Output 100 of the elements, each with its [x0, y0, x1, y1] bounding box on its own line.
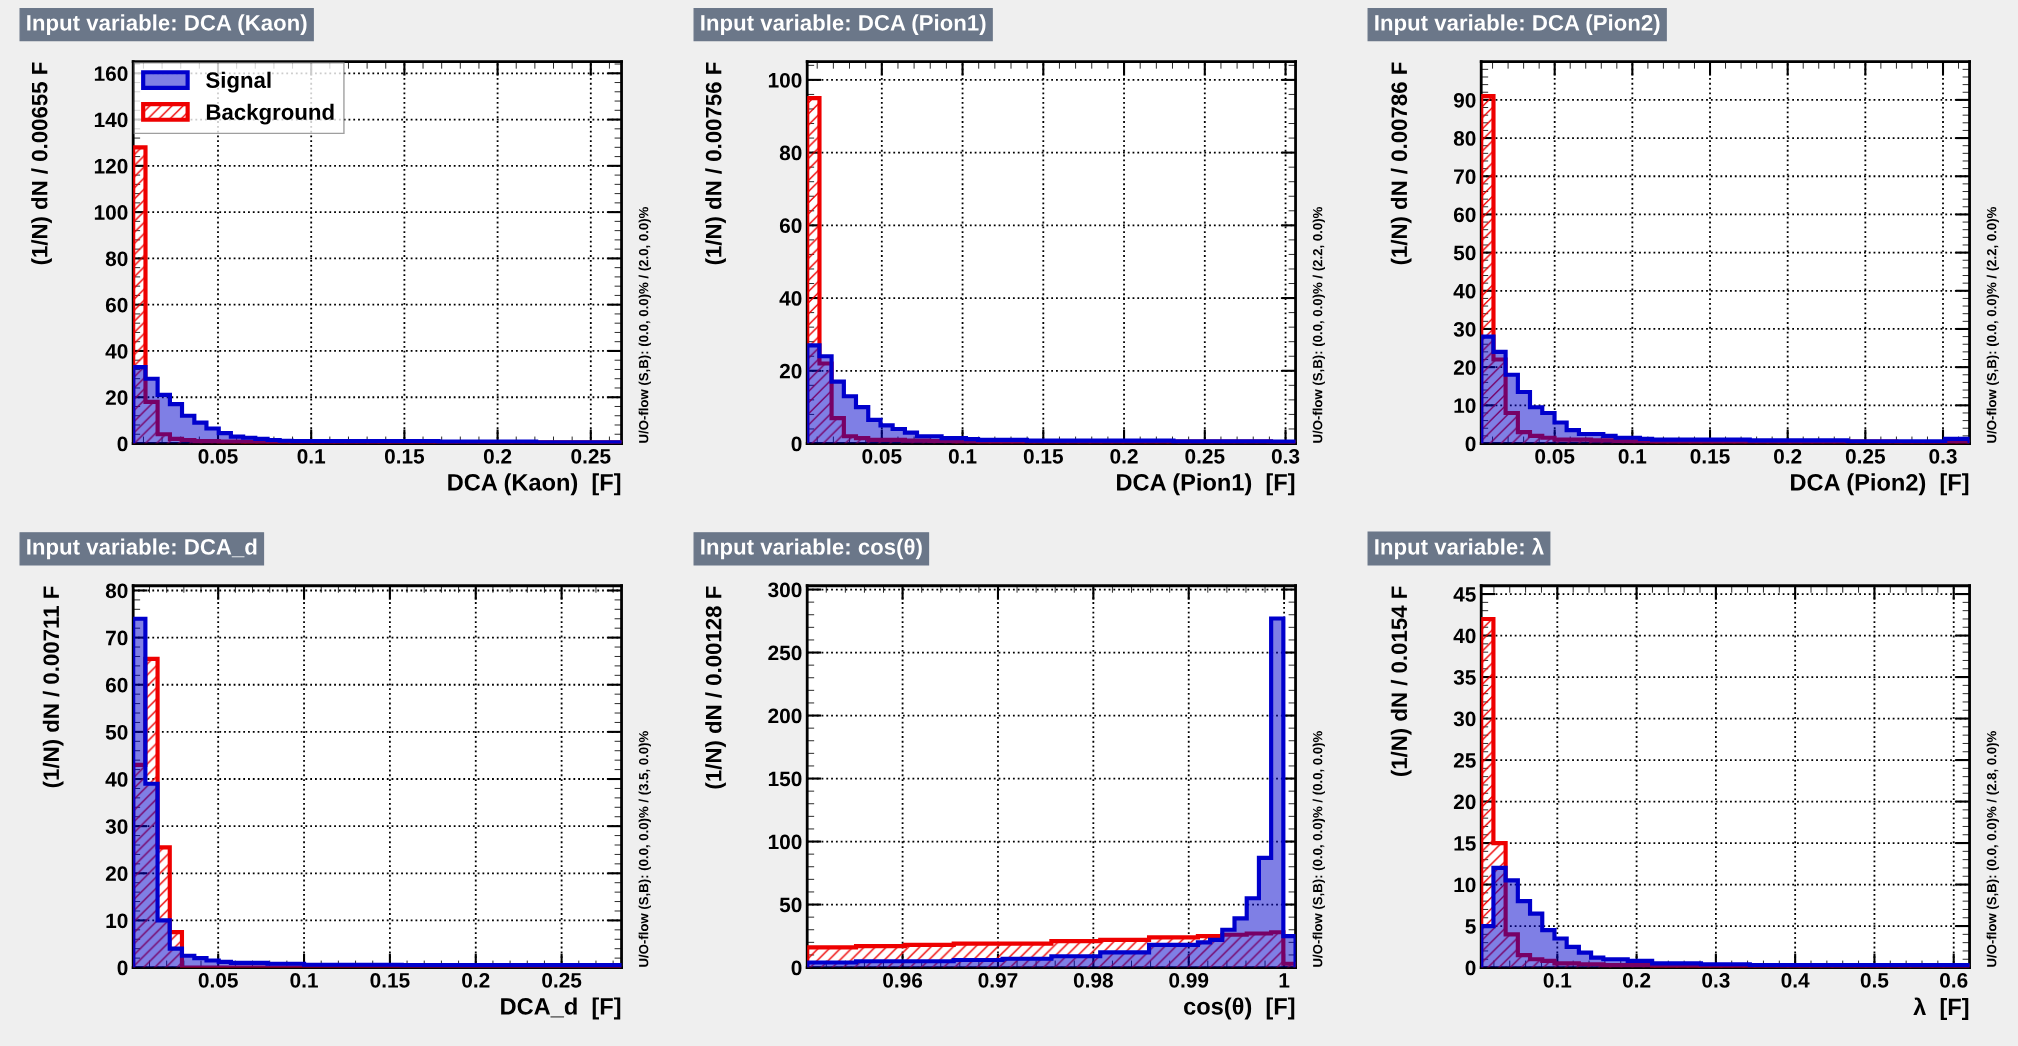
x-tick-label: 0.6	[1940, 972, 1968, 988]
y-axis-title: (1/N) dN / 0.00711 F	[42, 586, 64, 788]
text: U/O-flow (S,B): (0.0, 0.0)% / (2.2, 0.0)%	[1312, 207, 1325, 443]
x-tick-label: 0.3	[1271, 448, 1300, 464]
x-tick-label: 0.25	[571, 448, 611, 464]
x-tick-label: 0.1	[297, 448, 326, 464]
y-tick-label: 50	[1453, 245, 1476, 261]
y-tick-label: 40	[1453, 283, 1476, 299]
y-tick-label: 0	[117, 960, 128, 976]
x-tick-label: 0.4	[1781, 972, 1810, 988]
y-axis-title: (1/N) dN / 0.00786 F	[1390, 62, 1412, 265]
y-tick-label: 20	[105, 866, 128, 882]
chart-title: Input variable: DCA (Pion1)	[701, 14, 986, 36]
y-tick-label: 20	[779, 363, 802, 379]
x-tick-label: 0.1	[290, 972, 318, 988]
y-tick-label: 40	[105, 343, 128, 359]
y-tick-label: 80	[105, 583, 128, 599]
x-tick-label: 0.25	[1185, 448, 1225, 464]
y-tick-label: 80	[1453, 131, 1476, 146]
y-axis-title: (1/N) dN / 0.0154 F	[1390, 586, 1412, 777]
x-tick-label: 0.25	[542, 972, 582, 988]
y-tick-label: 100	[768, 72, 802, 88]
x-tick-label: 0.2	[1110, 448, 1138, 464]
y-tick-label: 40	[779, 291, 802, 306]
y-tick-label: 80	[105, 251, 128, 267]
y-tick-label: 200	[768, 708, 802, 724]
text: U/O-flow (S,B): (0.0, 0.0)% / (2.2, 0.0)%	[1986, 207, 1999, 443]
x-tick-label: 0.05	[198, 972, 238, 988]
x-tick-label: 0.2	[483, 448, 512, 464]
y-tick-label: 20	[1453, 360, 1476, 375]
legend-label: Background	[206, 103, 334, 125]
y-tick-label: 35	[1453, 670, 1476, 685]
y-tick-label: 10	[106, 913, 128, 929]
y-tick-label: 60	[1453, 207, 1476, 223]
chart-title: Input variable: λ	[1375, 537, 1544, 560]
y-axis-title: (1/N) dN / 0.00128 F	[705, 586, 726, 789]
x-tick-label: 0.25	[1845, 448, 1886, 464]
y-tick-label: 40	[1453, 628, 1476, 644]
text: U/O-flow (S,B): (0.0, 0.0)% / (2.8, 0.0)%	[1986, 731, 1999, 967]
y-tick-label: 25	[1453, 753, 1476, 768]
y-tick-label: 30	[1453, 711, 1476, 727]
x-tick-label: 0.1	[1543, 972, 1572, 988]
y-tick-label: 30	[1453, 321, 1476, 337]
x-tick-label: 0.05	[1535, 448, 1575, 464]
x-tick-label: 0.1	[948, 448, 977, 464]
x-tick-label: 0.15	[1690, 448, 1730, 464]
y-tick-label: 50	[779, 897, 802, 913]
y-axis-title: (1/N) dN / 0.00655 F	[31, 62, 52, 265]
y-tick-label: 0	[1465, 436, 1476, 452]
x-tick-label: 0.05	[198, 448, 238, 464]
x-tick-label: 0.05	[862, 448, 902, 464]
y-tick-label: 40	[105, 772, 128, 787]
y-tick-label: 15	[1454, 836, 1476, 851]
y-tick-label: 10	[1454, 398, 1476, 414]
y-tick-label: 100	[94, 205, 128, 220]
y-tick-label: 0	[117, 436, 128, 452]
y-tick-label: 0	[791, 960, 802, 976]
x-axis-title: DCA (Pion2) [F]	[1791, 473, 1969, 496]
y-tick-label: 300	[768, 582, 802, 598]
y-tick-label: 5	[1465, 919, 1476, 934]
y-tick-label: 60	[105, 677, 128, 693]
y-tick-label: 20	[105, 390, 128, 405]
chart-title: Input variable: DCA_d	[27, 538, 257, 560]
y-tick-label: 150	[768, 771, 802, 787]
text: U/O-flow (S,B): (0.0, 0.0)% / (0.0, 0.0)%	[1312, 731, 1325, 967]
chart-title: Input variable: DCA (Pion2)	[1375, 14, 1660, 36]
y-tick-label: 20	[1453, 794, 1476, 810]
legend-label: Signal	[206, 71, 271, 93]
x-tick-label: 0.97	[978, 972, 1018, 988]
x-axis-title: cos(θ) [F]	[1184, 997, 1295, 1020]
x-tick-label: 0.2	[1622, 972, 1651, 988]
y-tick-label: 10	[1454, 877, 1476, 893]
y-tick-label: 50	[105, 724, 128, 740]
chart-title: Input variable: DCA (Kaon)	[27, 14, 307, 36]
y-tick-label: 120	[94, 158, 128, 174]
y-tick-label: 30	[105, 819, 128, 834]
x-axis-title: DCA (Pion1) [F]	[1117, 473, 1295, 496]
text: U/O-flow (S,B): (0.0, 0.0)% / (2.0, 0.0)%	[638, 207, 651, 443]
x-tick-label: 0.3	[1702, 972, 1730, 988]
y-tick-label: 90	[1453, 92, 1476, 108]
y-tick-label: 80	[779, 145, 802, 161]
x-tick-label: 0.1	[1618, 448, 1647, 464]
x-axis-title: λ [F]	[1913, 997, 1969, 1021]
y-tick-label: 70	[106, 630, 128, 646]
x-tick-label: 0.99	[1169, 972, 1209, 988]
y-tick-label: 60	[779, 218, 802, 234]
y-tick-label: 250	[768, 645, 802, 661]
y-tick-label: 0	[1465, 960, 1476, 976]
y-tick-label: 60	[105, 297, 128, 313]
x-tick-label: 0.15	[384, 448, 425, 464]
y-tick-label: 45	[1453, 587, 1476, 602]
x-tick-label: 1	[1279, 973, 1290, 988]
x-tick-label: 0.15	[370, 972, 410, 988]
x-tick-label: 0.3	[1929, 448, 1957, 464]
y-axis-title: (1/N) dN / 0.00756 F	[705, 62, 726, 265]
y-tick-label: 100	[768, 834, 802, 850]
x-tick-label: 0.2	[1774, 448, 1802, 464]
y-tick-label: 0	[791, 436, 802, 452]
chart-title: Input variable: cos(θ)	[701, 538, 922, 560]
y-tick-label: 160	[94, 66, 128, 82]
